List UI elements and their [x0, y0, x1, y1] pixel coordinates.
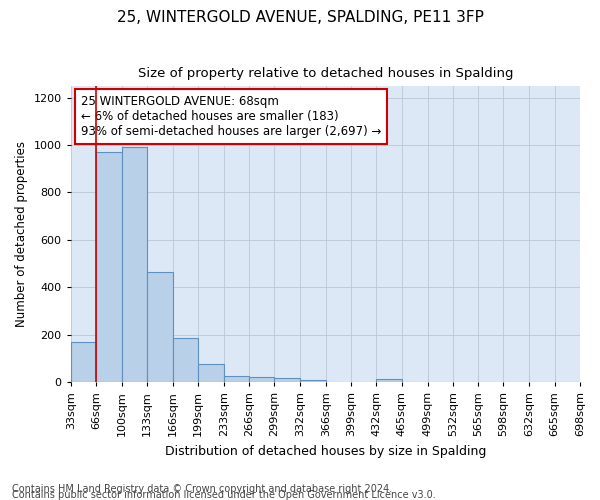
X-axis label: Distribution of detached houses by size in Spalding: Distribution of detached houses by size …	[164, 444, 486, 458]
Bar	[224, 376, 249, 382]
Bar	[173, 338, 198, 382]
Bar	[96, 152, 122, 382]
Text: 25, WINTERGOLD AVENUE, SPALDING, PE11 3FP: 25, WINTERGOLD AVENUE, SPALDING, PE11 3F…	[116, 10, 484, 25]
Text: 25 WINTERGOLD AVENUE: 68sqm
← 6% of detached houses are smaller (183)
93% of sem: 25 WINTERGOLD AVENUE: 68sqm ← 6% of deta…	[81, 94, 381, 138]
Bar	[147, 272, 173, 382]
Title: Size of property relative to detached houses in Spalding: Size of property relative to detached ho…	[137, 68, 513, 80]
Bar	[249, 377, 274, 382]
Bar	[122, 148, 147, 382]
Bar	[274, 378, 299, 382]
Text: Contains HM Land Registry data © Crown copyright and database right 2024.: Contains HM Land Registry data © Crown c…	[12, 484, 392, 494]
Bar	[376, 379, 401, 382]
Y-axis label: Number of detached properties: Number of detached properties	[15, 141, 28, 327]
Bar	[198, 364, 224, 382]
Text: Contains public sector information licensed under the Open Government Licence v3: Contains public sector information licen…	[12, 490, 436, 500]
Bar	[71, 342, 96, 382]
Bar	[299, 380, 326, 382]
